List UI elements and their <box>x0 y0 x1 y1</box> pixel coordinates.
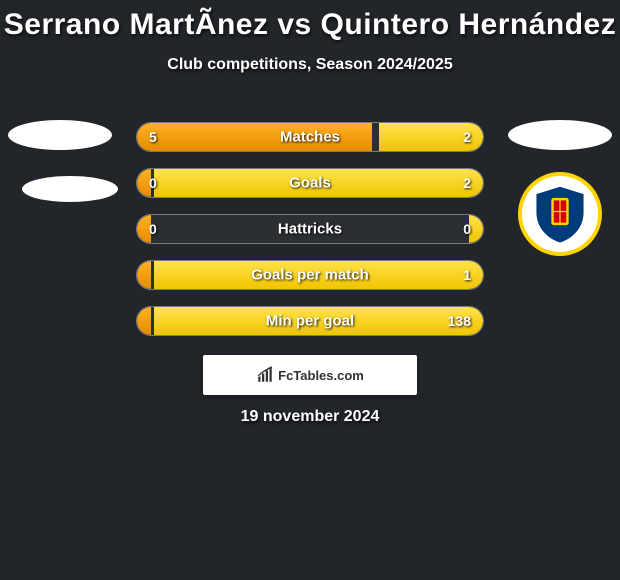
stat-bar-left-fill <box>137 307 151 335</box>
stat-value-right: 0 <box>463 221 471 237</box>
chart-icon <box>256 366 274 384</box>
stat-bar-right-fill <box>154 261 483 289</box>
stat-row: 02Goals <box>136 168 484 198</box>
player-right-logo-league <box>508 120 612 150</box>
stat-value-left: 0 <box>149 175 157 191</box>
stat-value-right: 2 <box>463 129 471 145</box>
stat-label: Hattricks <box>137 221 483 238</box>
stat-bar-left-fill <box>137 261 151 289</box>
stat-value-right: 138 <box>448 313 471 329</box>
brand-link[interactable]: FcTables.com <box>203 355 417 395</box>
brand-text: FcTables.com <box>278 368 364 383</box>
stat-value-left: 5 <box>149 129 157 145</box>
stat-bar-right-fill <box>154 169 483 197</box>
stat-row: 0 0Hattricks <box>136 214 484 244</box>
stat-row: 1Goals per match <box>136 260 484 290</box>
stats-bars: 52Matches02Goals00Hattricks1Goals per ma… <box>136 122 484 352</box>
stat-value-right: 1 <box>463 267 471 283</box>
stat-row: 52Matches <box>136 122 484 152</box>
player-left-logo-league-1 <box>8 120 112 150</box>
stat-row: 138Min per goal <box>136 306 484 336</box>
page-title: Serrano MartÃ­nez vs Quintero Hernández <box>0 0 620 42</box>
player-left-logo-league-2 <box>22 176 118 202</box>
stat-value-left: 0 <box>149 221 157 237</box>
stat-value-right: 2 <box>463 175 471 191</box>
page-subtitle: Club competitions, Season 2024/2025 <box>0 56 620 74</box>
player-right-team-badge <box>518 172 602 256</box>
stat-bar-right-fill <box>154 307 483 335</box>
stat-bar-right-fill <box>469 215 483 243</box>
date-text: 19 november 2024 <box>0 408 620 426</box>
stat-bar-left-fill <box>137 123 372 151</box>
